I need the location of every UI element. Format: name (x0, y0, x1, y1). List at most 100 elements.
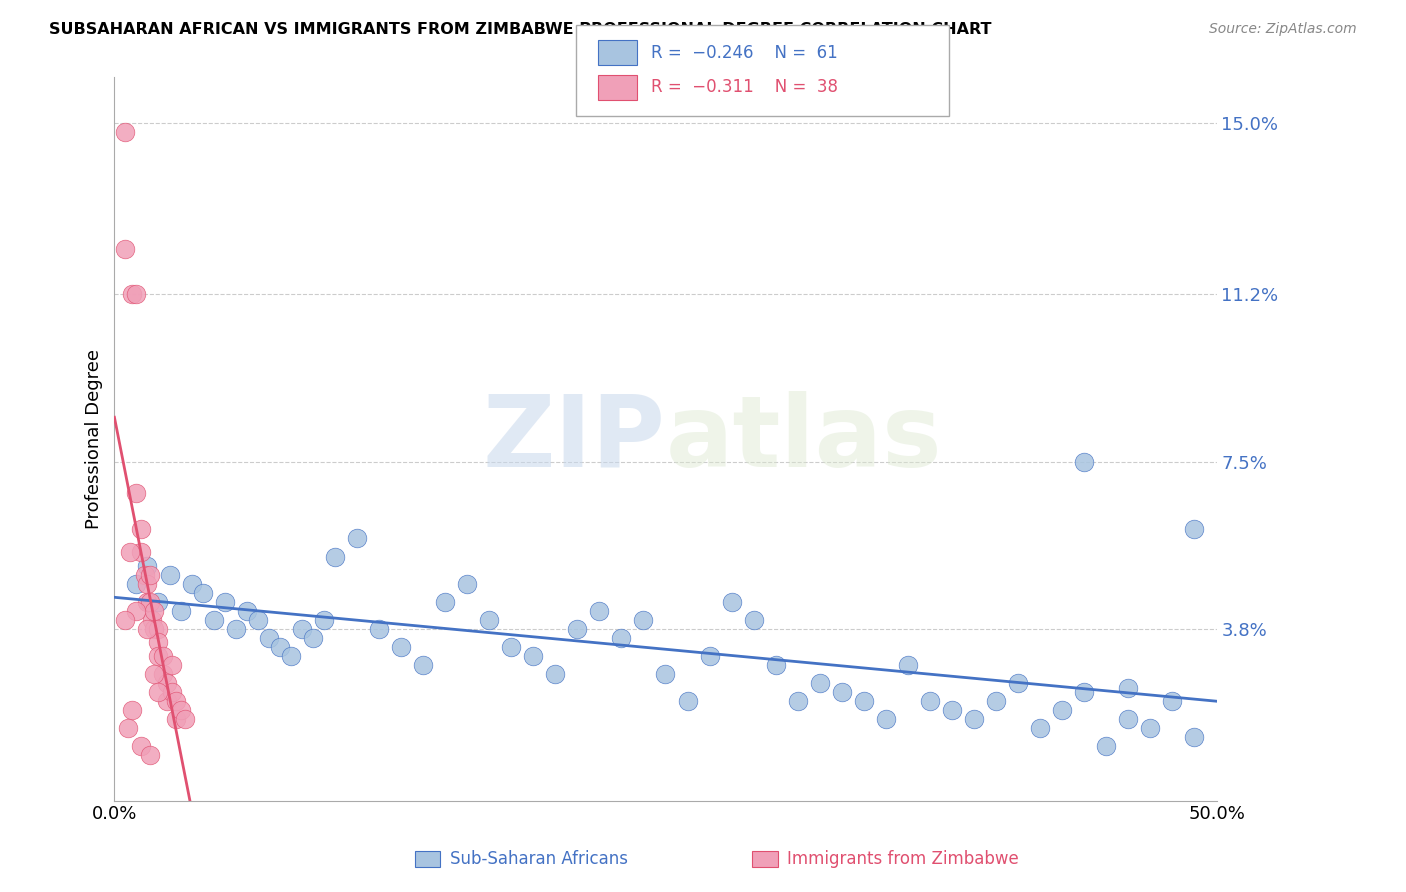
Point (654, 667, 676, 681)
Point (1052, 703, 1074, 717)
Point (148, 648, 170, 663)
Point (125, 604, 148, 618)
Point (963, 712, 986, 726)
Point (501, 640, 523, 654)
Point (1007, 676, 1029, 690)
Point (1118, 712, 1140, 726)
Point (852, 694, 875, 708)
Point (148, 595, 170, 609)
Point (125, 576, 148, 591)
Point (138, 567, 160, 582)
Point (118, 545, 141, 559)
Point (114, 242, 136, 256)
Point (114, 613, 136, 627)
Point (633, 613, 655, 627)
Point (141, 613, 163, 627)
Point (121, 703, 143, 717)
Text: Sub-Saharan Africans: Sub-Saharan Africans (450, 850, 628, 868)
Point (191, 585, 214, 599)
Point (280, 648, 302, 663)
Point (225, 622, 247, 636)
Point (159, 567, 181, 582)
Point (1118, 681, 1140, 695)
Point (143, 604, 166, 618)
Text: ZIP: ZIP (482, 391, 665, 488)
Point (152, 667, 174, 681)
Point (742, 613, 765, 627)
Text: R =  −0.311    N =  38: R = −0.311 N = 38 (651, 78, 838, 96)
Point (169, 703, 191, 717)
Point (136, 558, 159, 573)
Point (478, 613, 501, 627)
Point (235, 604, 257, 618)
Point (984, 694, 1007, 708)
Point (136, 622, 159, 636)
Point (456, 576, 478, 591)
Point (165, 694, 187, 708)
Point (129, 523, 152, 537)
Point (136, 595, 159, 609)
Point (138, 595, 160, 609)
Point (129, 545, 152, 559)
Text: SUBSAHARAN AFRICAN VS IMMIGRANTS FROM ZIMBABWE PROFESSIONAL DEGREE CORRELATION C: SUBSAHARAN AFRICAN VS IMMIGRANTS FROM ZI… (49, 22, 991, 37)
Point (720, 595, 742, 609)
Point (875, 712, 897, 726)
Point (1184, 731, 1206, 745)
Point (117, 721, 139, 735)
Point (291, 622, 314, 636)
Point (165, 712, 187, 726)
Point (152, 648, 174, 663)
Text: Immigrants from Zimbabwe: Immigrants from Zimbabwe (787, 850, 1019, 868)
Y-axis label: Professional Degree: Professional Degree (86, 349, 103, 529)
Point (160, 685, 183, 699)
Point (389, 640, 412, 654)
Point (143, 622, 166, 636)
Point (169, 604, 191, 618)
Point (831, 685, 853, 699)
Point (269, 640, 291, 654)
Point (125, 486, 148, 500)
Text: R =  −0.246    N =  61: R = −0.246 N = 61 (651, 44, 838, 62)
Point (808, 676, 831, 690)
Point (136, 576, 159, 591)
Point (156, 676, 179, 690)
Text: atlas: atlas (665, 391, 942, 488)
Point (412, 658, 434, 673)
Point (114, 125, 136, 139)
Point (323, 549, 346, 564)
Point (202, 613, 225, 627)
Point (180, 576, 202, 591)
Point (1139, 721, 1161, 735)
Point (1161, 694, 1184, 708)
Point (129, 739, 152, 754)
Point (434, 595, 457, 609)
Point (1095, 739, 1118, 754)
Point (676, 694, 699, 708)
Point (368, 622, 391, 636)
Point (148, 635, 170, 649)
Point (143, 667, 166, 681)
Point (897, 658, 920, 673)
Point (544, 667, 567, 681)
Point (301, 631, 323, 645)
Point (786, 694, 808, 708)
Point (156, 694, 179, 708)
Point (160, 658, 183, 673)
Point (918, 694, 941, 708)
Point (246, 613, 269, 627)
Point (174, 712, 197, 726)
Point (257, 631, 280, 645)
Point (699, 648, 721, 663)
Point (941, 703, 963, 717)
Point (121, 287, 143, 301)
Point (1184, 523, 1206, 537)
Point (610, 631, 633, 645)
Text: Source: ZipAtlas.com: Source: ZipAtlas.com (1209, 22, 1357, 37)
Point (588, 604, 610, 618)
Point (125, 287, 148, 301)
Point (148, 622, 170, 636)
Point (765, 658, 787, 673)
Point (522, 648, 544, 663)
Point (567, 622, 589, 636)
Point (138, 748, 160, 763)
